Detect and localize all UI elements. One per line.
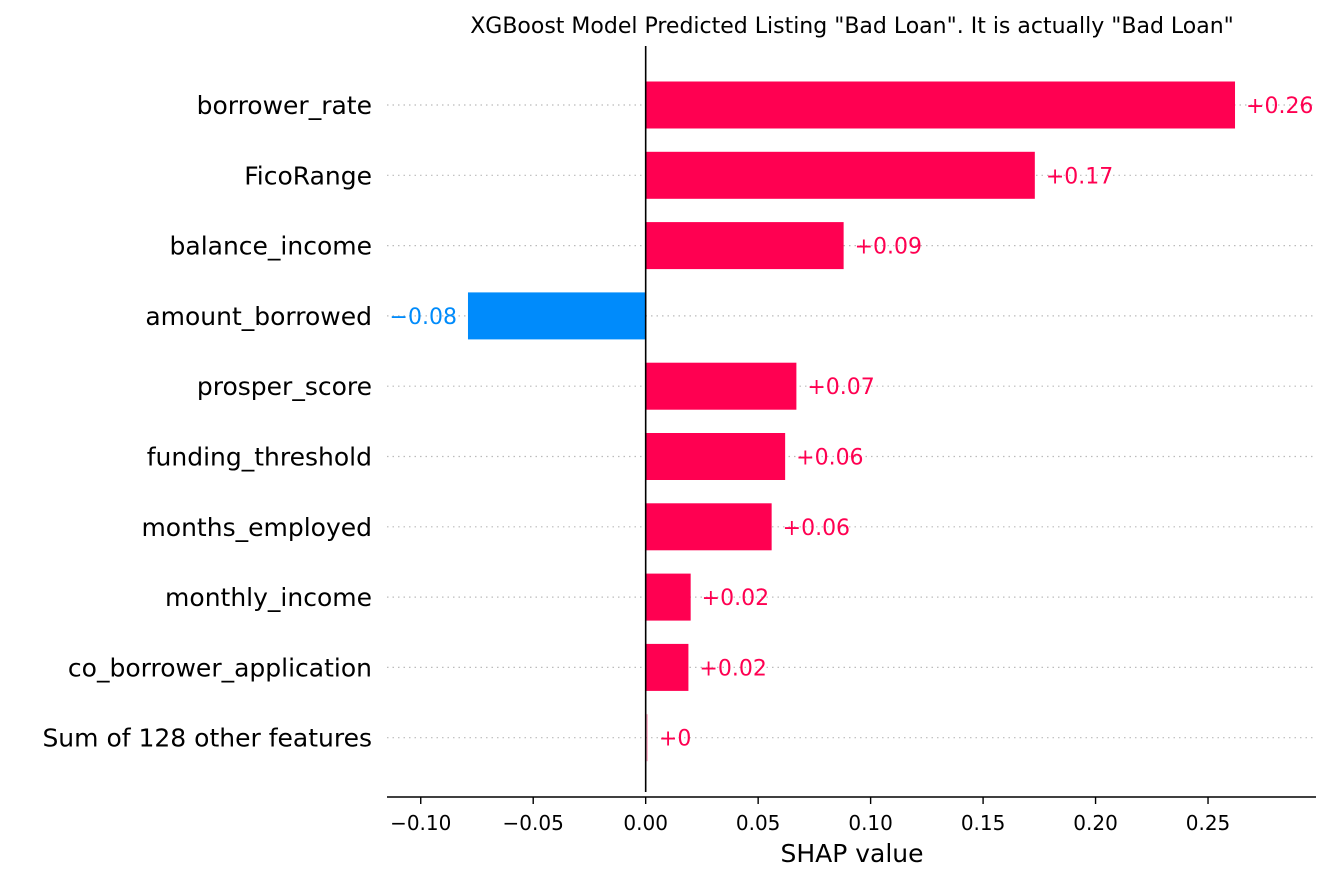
bar xyxy=(645,573,691,621)
bar xyxy=(645,151,1035,199)
category-label: months_employed xyxy=(141,513,372,542)
row-guides xyxy=(387,104,1316,739)
category-label: prosper_score xyxy=(197,372,372,401)
category-label: funding_threshold xyxy=(147,443,372,472)
value-label: +0.02 xyxy=(699,656,766,681)
x-tick-label: 0.15 xyxy=(961,811,1006,835)
x-ticks-group: −0.10 −0.05 0.00 0.05 0.10 0.15 0.20 0.25 xyxy=(390,797,1230,835)
x-tick-label: 0.20 xyxy=(1073,811,1118,835)
category-label: Sum of 128 other features xyxy=(42,724,372,753)
x-tick-label: 0.00 xyxy=(623,811,668,835)
value-label: +0.07 xyxy=(807,375,874,400)
value-label: +0 xyxy=(659,727,691,752)
category-labels-group: borrower_rate FicoRange balance_incomeamou… xyxy=(42,91,372,753)
x-tick-label: 0.25 xyxy=(1186,811,1231,835)
chart-title: XGBoost Model Predicted Listing "Bad Loa… xyxy=(470,14,1234,39)
bars-group xyxy=(467,81,1236,762)
x-tick-label: 0.05 xyxy=(736,811,781,835)
bar xyxy=(645,503,772,551)
value-labels-group: +0.26 +0.17 +0.09 −0.08 +0.07 +0.06 +0.06 +0.02… xyxy=(390,94,1314,752)
x-tick-label: −0.10 xyxy=(390,811,451,835)
bar xyxy=(645,222,844,270)
category-label: monthly_income xyxy=(165,583,372,612)
category-label: FicoRange xyxy=(244,161,372,190)
value-label: +0.26 xyxy=(1246,94,1313,119)
x-tick-label: −0.05 xyxy=(503,811,564,835)
bar xyxy=(645,433,786,480)
x-axis-label: SHAP value xyxy=(780,839,923,868)
category-label: balance_income xyxy=(170,232,373,261)
value-label: +0.02 xyxy=(702,586,769,611)
bar xyxy=(645,362,797,410)
bar xyxy=(645,81,1236,129)
value-label: +0.17 xyxy=(1046,164,1113,189)
value-label: +0.06 xyxy=(783,516,850,541)
category-label: borrower_rate xyxy=(197,91,372,120)
value-label: −0.08 xyxy=(390,305,457,330)
bar xyxy=(645,714,648,762)
value-label: +0.09 xyxy=(855,235,922,260)
bar xyxy=(467,292,646,340)
x-tick-label: 0.10 xyxy=(848,811,893,835)
category-label: co_borrower_application xyxy=(68,653,372,682)
bar xyxy=(645,643,689,691)
value-label: +0.06 xyxy=(796,446,863,471)
category-label: amount_borrowed xyxy=(145,302,372,331)
